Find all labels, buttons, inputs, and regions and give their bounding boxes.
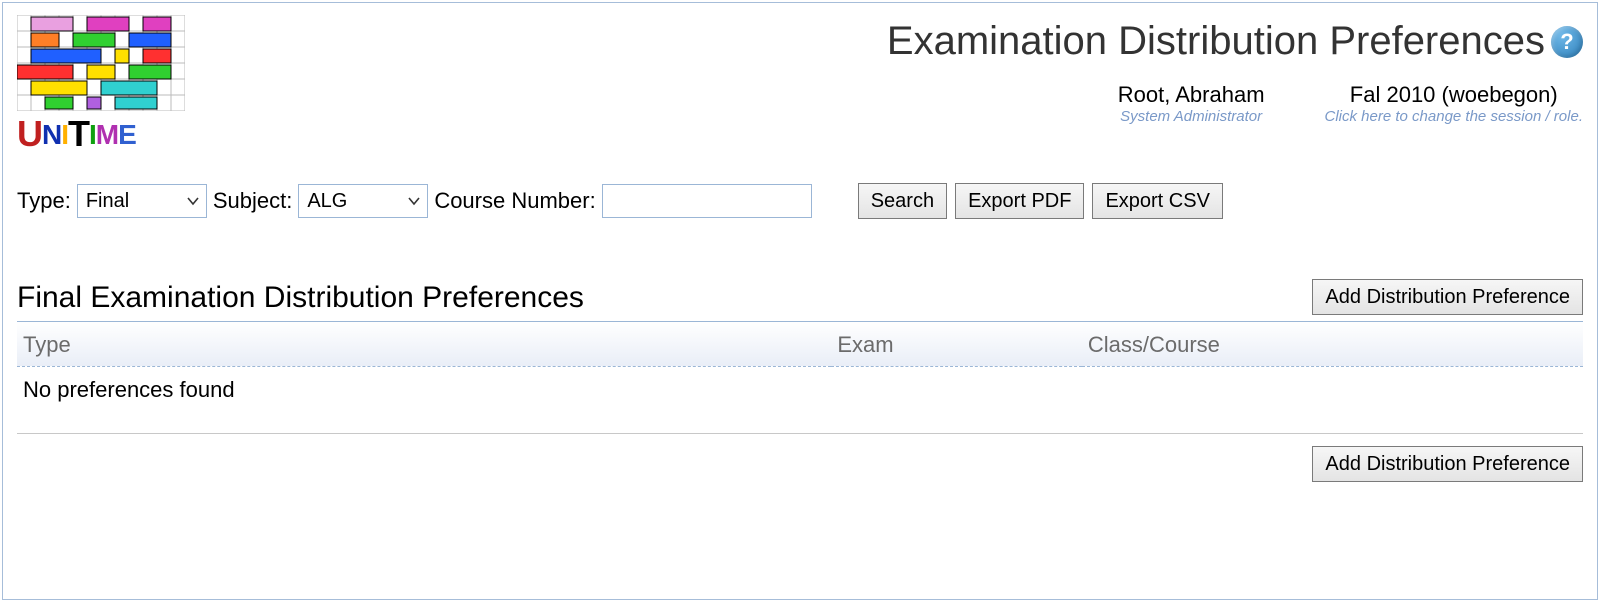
preferences-table: Type Exam Class/Course No preferences fo… [17,322,1583,434]
subject-label: Subject: [213,188,293,214]
type-label: Type: [17,188,71,214]
col-exam: Exam [831,322,1082,367]
bottom-actions: Add Distribution Preference [17,446,1583,482]
chevron-down-icon [407,196,421,206]
col-class-course: Class/Course [1082,322,1583,367]
table-header-row: Type Exam Class/Course [17,322,1583,367]
table-row: No preferences found [17,367,1583,434]
type-select[interactable]: Final [77,184,207,218]
app-frame: UNITIME Examination Distribution Prefere… [2,2,1598,600]
subject-select[interactable]: ALG [298,184,428,218]
help-icon[interactable]: ? [1551,26,1583,58]
section-title: Final Examination Distribution Preferenc… [17,281,584,315]
user-block: Root, Abraham System Administrator [1118,82,1265,125]
logo-text: UNITIME [17,113,136,155]
empty-message: No preferences found [17,367,1583,434]
col-type: Type [17,322,831,367]
chevron-down-icon [186,196,200,206]
header-right: Examination Distribution Preferences ? R… [887,15,1583,125]
search-button[interactable]: Search [858,183,947,219]
logo-icon [17,15,185,111]
type-select-value: Final [86,190,129,213]
header: UNITIME Examination Distribution Prefere… [17,15,1583,155]
session-name: Fal 2010 (woebegon) [1325,82,1583,108]
session-hint[interactable]: Click here to change the session / role. [1325,108,1583,125]
user-role: System Administrator [1118,108,1265,125]
export-csv-button[interactable]: Export CSV [1092,183,1222,219]
subject-select-value: ALG [307,190,347,213]
section-header: Final Examination Distribution Preferenc… [17,279,1583,322]
add-distribution-preference-button[interactable]: Add Distribution Preference [1312,279,1583,315]
page-title: Examination Distribution Preferences [887,19,1545,64]
export-pdf-button[interactable]: Export PDF [955,183,1084,219]
logo-area: UNITIME [17,15,185,155]
add-distribution-preference-button-bottom[interactable]: Add Distribution Preference [1312,446,1583,482]
session-block[interactable]: Fal 2010 (woebegon) Click here to change… [1325,82,1583,125]
course-label: Course Number: [434,188,595,214]
course-number-input[interactable] [602,184,812,218]
filter-row: Type: Final Subject: ALG Course Number: … [17,183,1583,219]
user-name: Root, Abraham [1118,82,1265,108]
